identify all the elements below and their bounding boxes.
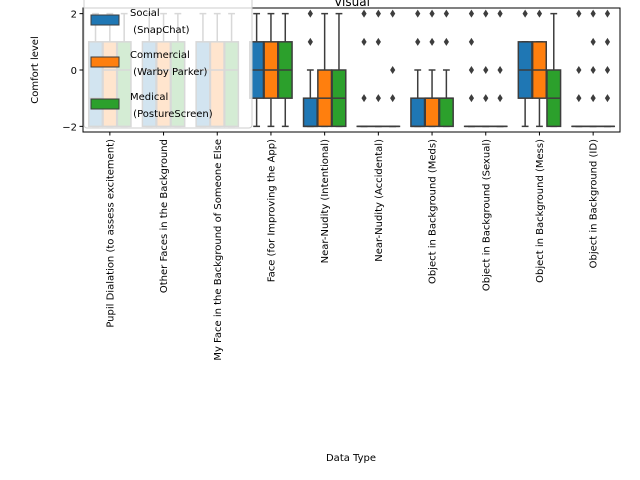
- box-5-1: [370, 9, 386, 128]
- y-tick-label: −2: [62, 122, 77, 133]
- box-4-0: [302, 9, 318, 128]
- flier-marker: [604, 37, 611, 46]
- box-9-0: [571, 9, 587, 128]
- legend-label: Commercial (Warby Parker): [130, 50, 208, 78]
- box-9-2: [599, 9, 616, 128]
- flier-marker: [483, 66, 489, 74]
- ticks-layer: −2 0 2 Pupil Dialation (to assess excitemen…: [62, 10, 599, 361]
- flier-marker: [497, 94, 503, 103]
- legend-label-line: Social: [130, 8, 160, 19]
- flier-marker: [390, 9, 396, 18]
- y-tick-label: 2: [71, 10, 77, 21]
- flier-marker: [468, 94, 475, 103]
- x-tick-label: Object in Background (ID): [589, 139, 600, 268]
- box-7-1: [478, 9, 494, 128]
- x-tick-label: Face (for Improving the App): [266, 139, 277, 282]
- box-6-2: [438, 9, 454, 128]
- box-9-1: [585, 9, 601, 128]
- x-tick-label: Object in Background (Sexual): [481, 139, 492, 291]
- box-4-1: [317, 12, 333, 128]
- legend-swatch: [90, 56, 120, 68]
- flier-marker: [443, 9, 449, 18]
- flier-marker: [361, 37, 367, 46]
- flier-marker: [483, 94, 489, 103]
- box-body: [424, 97, 440, 128]
- box-7-0: [463, 9, 479, 128]
- flier-marker: [375, 37, 381, 46]
- box-3-1: [263, 12, 279, 128]
- flier-marker: [483, 9, 489, 18]
- box-body: [302, 97, 318, 128]
- x-axis-label: Data Type: [326, 453, 376, 464]
- legend-label-line: Commercial: [130, 50, 190, 61]
- legend-label-line: Medical: [130, 92, 168, 103]
- flier-marker: [375, 9, 381, 18]
- flier-marker: [468, 37, 475, 46]
- box-6-0: [410, 9, 426, 128]
- box-5-2: [385, 9, 401, 128]
- box-8-1: [531, 9, 548, 128]
- flier-marker: [590, 94, 596, 103]
- flier-marker: [415, 37, 421, 46]
- y-axis-label: Comfort level: [30, 36, 41, 103]
- box-body: [410, 97, 426, 128]
- box-4-2: [331, 12, 347, 128]
- legend-swatch: [90, 14, 120, 26]
- legend-frame: [83, 0, 253, 129]
- flier-marker: [590, 37, 596, 46]
- x-tick-label: Object in Background (Mess): [535, 139, 546, 283]
- flier-marker: [604, 94, 611, 103]
- x-tick-label: Near-Nudity (Accidental): [374, 139, 385, 262]
- flier-marker: [497, 66, 503, 74]
- flier-marker: [576, 9, 582, 18]
- flier-marker: [468, 9, 475, 18]
- x-tick-label: Near-Nudity (Intentional): [320, 139, 331, 263]
- x-tick-label: Other Faces in the Background: [159, 139, 170, 293]
- x-tick-label: Object in Background (Meds): [428, 139, 439, 284]
- y-tick-label: 0: [71, 66, 77, 77]
- legend-label-line: (SnapChat): [130, 25, 190, 36]
- legend-label: Medical (PostureScreen): [130, 92, 213, 120]
- flier-marker: [375, 94, 381, 103]
- chart-title: Visual: [334, 0, 370, 9]
- flier-marker: [361, 9, 367, 18]
- flier-marker: [590, 66, 596, 74]
- flier-marker: [415, 9, 421, 18]
- box-8-2: [546, 12, 562, 128]
- flier-marker: [468, 66, 475, 74]
- box-7-2: [492, 9, 508, 128]
- legend: Social (SnapChat) Commercial (Warby Parke…: [83, 0, 253, 129]
- flier-marker: [429, 37, 435, 46]
- legend-label-line: (Warby Parker): [130, 67, 208, 78]
- flier-marker: [390, 66, 396, 74]
- flier-marker: [497, 9, 503, 18]
- box-8-0: [517, 9, 533, 128]
- flier-marker: [576, 94, 582, 103]
- legend-swatch: [90, 98, 120, 110]
- flier-marker: [307, 37, 313, 46]
- box-6-1: [424, 9, 440, 128]
- flier-marker: [361, 94, 367, 103]
- legend-label-line: (PostureScreen): [130, 109, 213, 120]
- flier-marker: [604, 66, 611, 74]
- flier-marker: [443, 37, 449, 46]
- flier-marker: [390, 94, 396, 103]
- x-tick-label: Pupil Dialation (to assess excitement): [105, 139, 116, 328]
- box-5-0: [356, 9, 372, 128]
- flier-marker: [590, 9, 596, 18]
- flier-marker: [307, 9, 313, 18]
- flier-marker: [604, 9, 611, 18]
- box-body: [438, 97, 454, 128]
- box-3-2: [277, 12, 293, 128]
- x-tick-label: My Face in the Background of Someone Els…: [213, 139, 224, 361]
- legend-label: Social (SnapChat): [130, 8, 190, 36]
- flier-marker: [536, 9, 543, 18]
- flier-marker: [522, 9, 528, 18]
- flier-marker: [429, 9, 435, 18]
- flier-marker: [576, 66, 582, 74]
